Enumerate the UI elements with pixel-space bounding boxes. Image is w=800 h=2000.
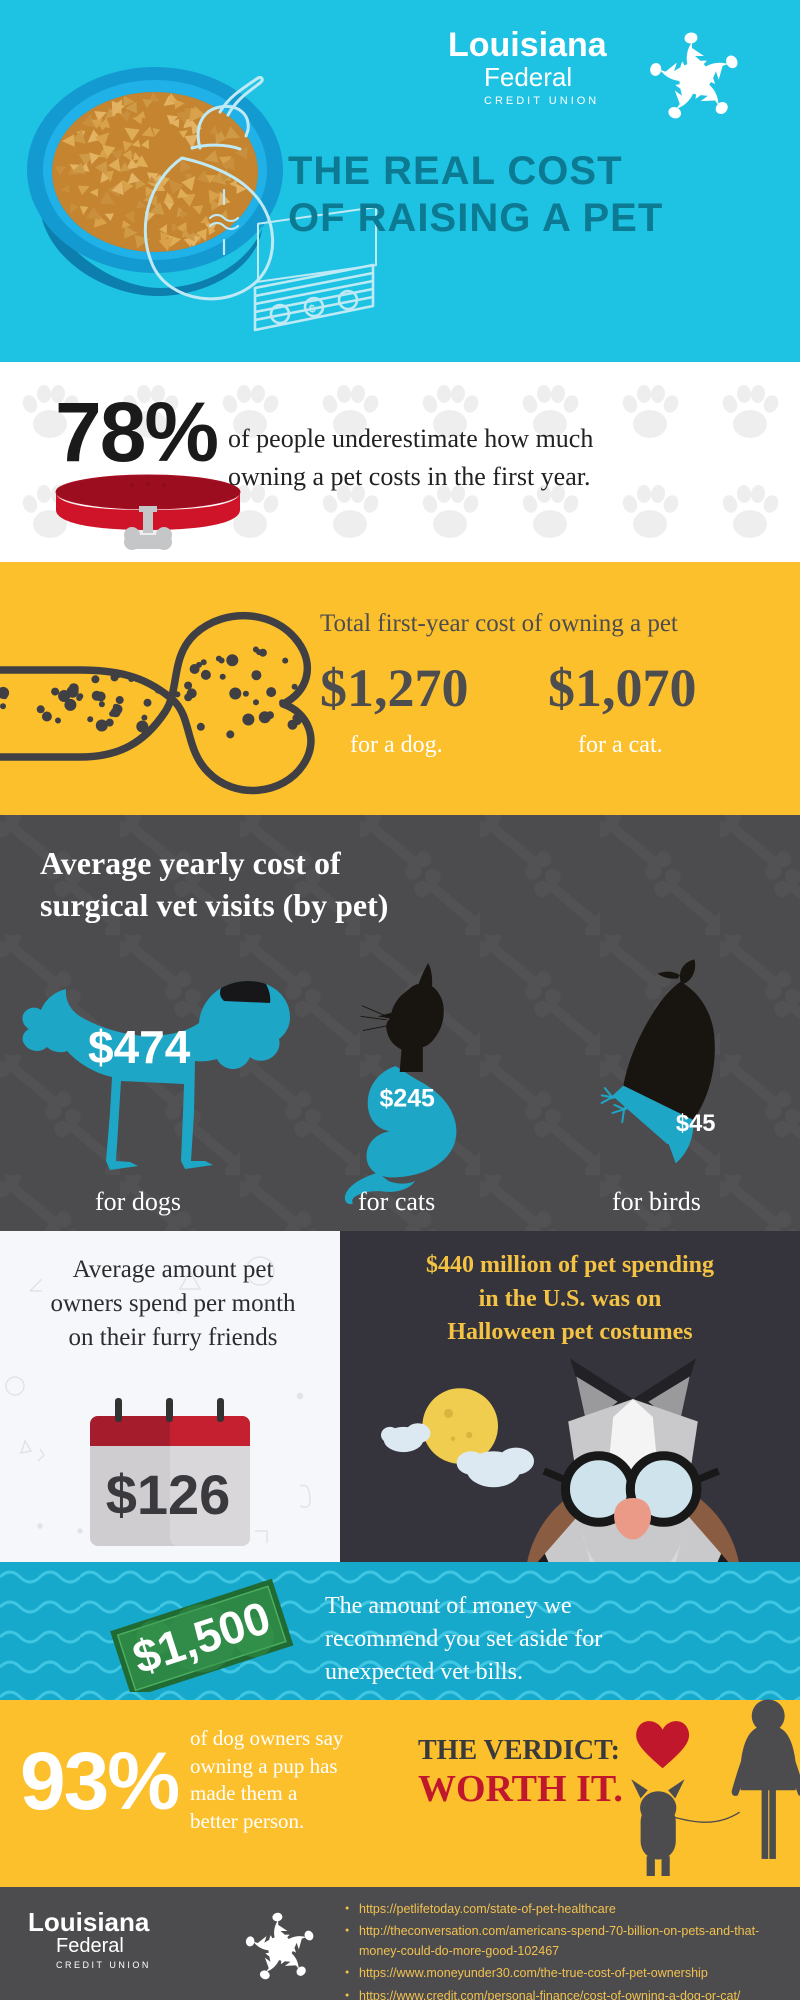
svg-text:$474: $474 <box>88 1021 191 1073</box>
svg-text:$45: $45 <box>676 1111 716 1137</box>
svg-text:$: $ <box>308 303 316 316</box>
svg-text:$126: $126 <box>106 1463 231 1526</box>
svg-text:$245: $245 <box>380 1084 435 1112</box>
